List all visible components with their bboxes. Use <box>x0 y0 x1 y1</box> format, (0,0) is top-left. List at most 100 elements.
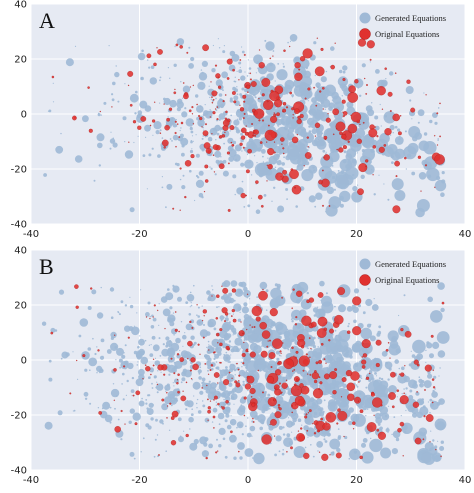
original-point <box>197 343 200 346</box>
generated-point <box>257 147 262 152</box>
generated-point <box>439 446 445 451</box>
generated-point <box>159 129 162 132</box>
generated-point <box>224 332 229 337</box>
original-point <box>209 116 211 118</box>
generated-point <box>248 67 252 70</box>
generated-point <box>399 135 401 138</box>
generated-point <box>181 111 188 118</box>
generated-point <box>182 85 191 93</box>
generated-point <box>361 63 366 68</box>
generated-point <box>101 369 104 372</box>
generated-point <box>368 379 371 382</box>
generated-point <box>244 121 246 124</box>
generated-point <box>294 129 300 135</box>
original-point <box>132 120 137 124</box>
generated-point <box>238 61 242 65</box>
generated-point <box>324 440 328 443</box>
original-point <box>203 142 211 149</box>
original-point <box>261 77 271 87</box>
generated-point <box>50 327 56 333</box>
original-point <box>183 93 189 100</box>
generated-point <box>440 440 444 444</box>
generated-point <box>282 426 285 429</box>
generated-point <box>324 383 327 386</box>
original-point <box>216 294 220 298</box>
original-point <box>216 118 219 121</box>
original-point <box>113 399 115 401</box>
generated-point <box>317 450 319 452</box>
generated-point <box>276 69 288 81</box>
original-point <box>224 117 228 121</box>
original-point <box>339 131 343 136</box>
original-point <box>354 79 359 84</box>
generated-point <box>365 395 367 397</box>
generated-point <box>192 381 201 390</box>
original-point <box>228 371 231 374</box>
original-point <box>299 113 304 119</box>
original-point <box>435 448 437 451</box>
generated-point <box>136 364 139 366</box>
generated-point <box>217 99 226 108</box>
generated-point <box>216 306 218 309</box>
original-point <box>254 108 265 119</box>
generated-point <box>431 391 438 398</box>
original-point <box>340 396 343 398</box>
original-point <box>245 84 251 89</box>
original-point <box>245 169 250 174</box>
generated-point <box>327 334 332 339</box>
generated-point <box>324 385 331 392</box>
generated-point <box>214 124 221 132</box>
original-point <box>214 108 217 110</box>
original-point <box>179 357 185 362</box>
generated-point <box>371 102 373 104</box>
generated-point <box>194 199 196 202</box>
original-point <box>215 317 219 320</box>
generated-point <box>82 115 89 123</box>
generated-point <box>190 140 193 144</box>
original-point <box>303 452 310 460</box>
original-point <box>307 87 311 91</box>
panel-label: A <box>39 8 55 33</box>
generated-point <box>416 199 430 212</box>
original-point <box>289 45 291 48</box>
generated-point <box>241 366 243 368</box>
generated-point <box>154 438 157 441</box>
generated-point <box>230 393 238 400</box>
generated-point <box>158 324 160 326</box>
generated-point <box>286 144 300 157</box>
generated-point <box>224 455 228 459</box>
original-point <box>281 382 288 389</box>
generated-point <box>384 414 388 418</box>
original-point <box>354 396 361 404</box>
generated-point <box>362 438 368 443</box>
generated-point <box>215 109 218 112</box>
original-point <box>221 307 228 314</box>
original-point <box>232 318 237 323</box>
generated-point <box>341 366 344 370</box>
series-generated-equations <box>43 34 447 218</box>
generated-point <box>193 438 199 445</box>
generated-point <box>360 327 373 340</box>
generated-point <box>314 89 326 101</box>
generated-point <box>201 60 208 67</box>
original-point <box>357 188 364 196</box>
generated-point <box>167 397 169 399</box>
generated-point <box>329 403 331 405</box>
generated-point <box>245 90 248 92</box>
generated-point <box>249 410 258 419</box>
generated-point <box>322 387 324 389</box>
generated-point <box>259 369 262 372</box>
generated-point <box>278 425 283 430</box>
generated-point <box>429 119 433 124</box>
generated-point <box>109 138 116 144</box>
generated-point <box>359 94 362 98</box>
generated-point <box>247 204 251 208</box>
generated-point <box>353 450 357 454</box>
original-point <box>321 453 329 461</box>
generated-point <box>161 403 169 411</box>
generated-point <box>224 336 228 341</box>
generated-point <box>118 313 121 316</box>
generated-point <box>186 400 194 408</box>
generated-point <box>344 435 348 440</box>
